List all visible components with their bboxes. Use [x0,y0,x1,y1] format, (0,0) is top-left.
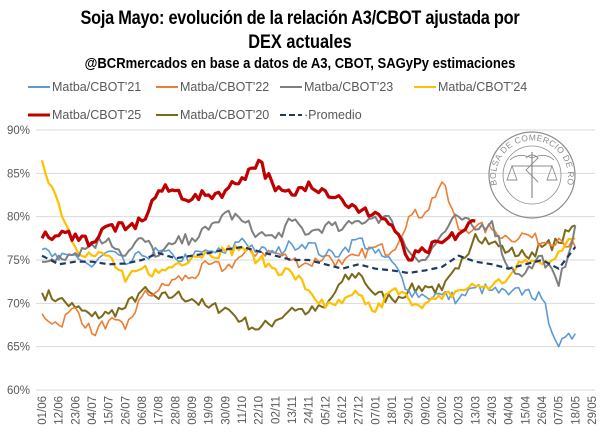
x-tick-label: 23/06 [70,396,82,425]
x-tick-label: 22/10 [254,396,266,425]
legend-entry: Matba/CBOT'24 [414,80,527,94]
x-tick-label: 04/07 [87,396,99,425]
x-tick-label: 24/11 [304,396,316,424]
legend-label: Matba/CBOT'22 [180,80,269,94]
series-line-matba-cbot-24 [40,160,576,314]
y-tick-label: 90% [7,125,30,137]
y-tick-label: 80% [7,212,30,224]
x-tick-label: 26/04 [537,395,549,424]
x-tick-label: 07/01 [370,396,382,425]
legend-label: Matba/CBOT'21 [52,80,141,94]
y-tick-label: 60% [7,385,30,397]
chart-title-line2: DEX actuales [248,32,352,53]
x-tick-label: 12/06 [54,396,66,425]
series-line-matba-cbot-20 [41,224,576,331]
legend-label: Matba/CBOT'24 [438,80,527,94]
x-tick-label: 30/09 [220,396,232,425]
legend-entry: Matba/CBOT'21 [28,80,141,94]
series-line-matba-cbot-23 [41,209,577,287]
x-tick-label: 15/07 [104,396,116,425]
chart-subtitle: @BCRmercados en base a datos de A3, CBOT… [84,56,516,72]
x-tick-label: 02/03 [454,396,466,425]
x-tick-label: 13/11 [287,396,299,424]
legend-entry: Matba/CBOT'20 [156,108,269,122]
x-tick-label: 24/03 [487,396,499,425]
x-tick-label: 28/08 [170,396,182,425]
x-tick-label: 04/04 [504,395,516,424]
x-tick-label: 13/03 [470,396,482,425]
y-tick-label: 85% [7,168,30,180]
legend-entry: Matba/CBOT'25 [28,108,141,122]
x-tick-label: 27/12 [354,396,366,425]
x-tick-label: 11/10 [237,396,249,424]
legend-entry: Matba/CBOT'23 [280,80,393,94]
legend-label: Matba/CBOT'25 [52,108,141,122]
legend-label: Matba/CBOT'20 [180,108,269,122]
x-tick-label: 26/07 [120,396,132,425]
x-tick-label: 29/01 [404,396,416,425]
x-tick-label: 07/05 [554,396,566,425]
y-axis: 60% 65% 70% 75% 80% 85% 90% [7,125,30,397]
x-axis: 01/06 12/06 23/06 04/07 15/07 26/07 06/08 17/08… [37,395,599,424]
x-tick-label: 01/06 [37,396,49,425]
x-tick-label: 09/02 [420,396,432,425]
x-tick-label: 08/09 [187,396,199,425]
x-tick-label: 15/04 [520,395,532,424]
x-tick-label: 06/08 [137,396,149,425]
y-tick-label: 65% [7,342,30,354]
legend-entry: ·Promedio [280,108,362,122]
x-tick-label: 16/12 [337,396,349,425]
legend-label: Matba/CBOT'23 [304,80,393,94]
chart-title: Soja Mayo: evolución de la relación A3/C… [80,8,520,29]
y-tick-label: 75% [7,255,30,267]
x-tick-label: 05/12 [320,396,332,425]
x-tick-label: 02/11 [270,396,282,424]
series-line-promedio [41,245,577,275]
series-line-matba-cbot-25 [40,158,476,262]
legend-entry: Matba/CBOT'22 [156,80,269,94]
gridlines [36,129,595,391]
x-tick-label: 18/01 [387,396,399,425]
x-tick-label: 18/05 [570,396,582,425]
legend-label: ·Promedio [304,108,362,122]
x-tick-label: 19/09 [204,396,216,425]
legend: Matba/CBOT'21 Matba/CBOT'22 Matba/CBOT'23 M… [28,80,527,122]
series-lines [40,158,577,348]
x-tick-label: 17/08 [154,396,166,425]
y-tick-label: 70% [7,298,30,310]
x-tick-label: 29/05 [587,396,599,425]
x-tick-label: 20/02 [437,396,449,425]
